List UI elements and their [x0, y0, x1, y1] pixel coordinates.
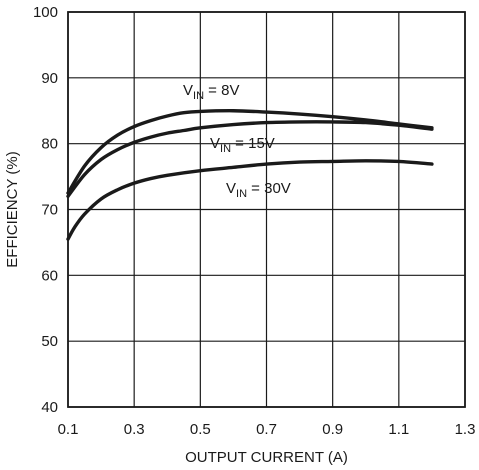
series-label-1: VIN = 15V — [210, 135, 275, 155]
grid — [67, 11, 466, 408]
y-tick-label: 40 — [41, 399, 58, 416]
x-tick-label: 0.3 — [124, 421, 145, 438]
y-tick-label: 100 — [33, 4, 58, 21]
x-tick-label: 1.3 — [455, 421, 476, 438]
y-tick-label: 90 — [41, 70, 58, 87]
tick-labels: 0.1 0.3 0.5 0.7 0.9 1.1 1.3 40 50 60 70 80 90 100 — [33, 4, 475, 438]
x-tick-label: 0.5 — [190, 421, 211, 438]
series-line-1 — [66, 120, 434, 199]
y-tick-label: 60 — [41, 267, 58, 284]
x-tick-label: 1.1 — [388, 421, 409, 438]
x-tick-label: 0.1 — [58, 421, 79, 438]
x-tick-label: 0.7 — [256, 421, 277, 438]
x-tick-label: 0.9 — [322, 421, 343, 438]
y-tick-label: 70 — [41, 202, 58, 219]
x-axis-title: OUTPUT CURRENT (A) — [185, 449, 348, 466]
plot-frame — [67, 11, 466, 408]
y-tick-label: 80 — [41, 136, 58, 153]
series-labels: VIN = 8V VIN = 15V VIN = 30V — [183, 82, 291, 200]
series-line-2 — [66, 159, 434, 241]
series-label-2: VIN = 30V — [226, 180, 291, 200]
series-label-0: VIN = 8V — [183, 82, 239, 102]
y-axis-title: EFFICIENCY (%) — [4, 151, 21, 267]
series-line-0 — [66, 109, 434, 195]
curves — [66, 109, 434, 241]
y-tick-label: 50 — [41, 333, 58, 350]
